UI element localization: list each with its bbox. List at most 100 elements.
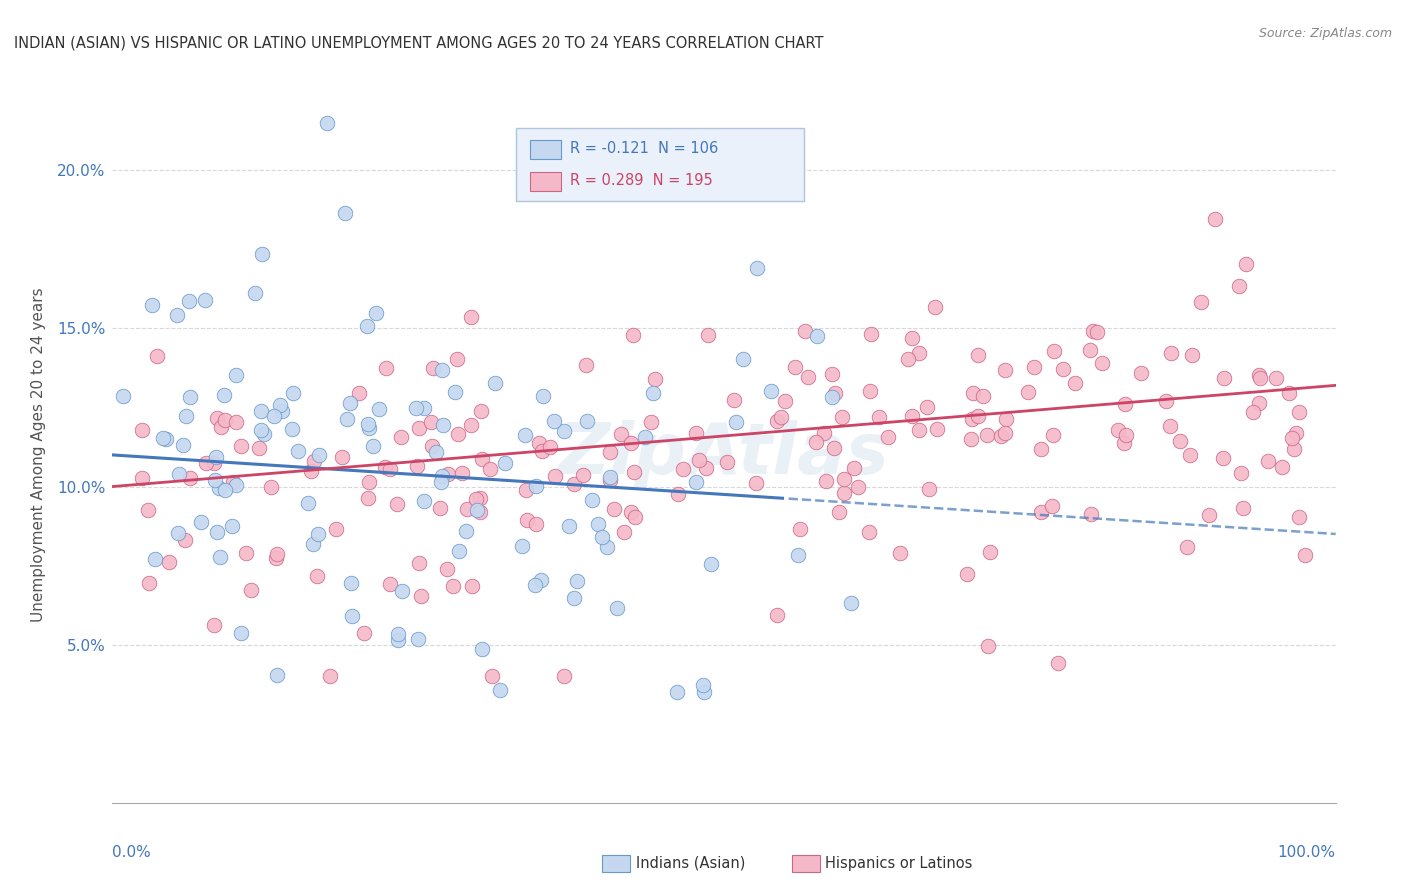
Point bbox=[977, 639, 1000, 653]
Point bbox=[599, 470, 621, 484]
Point bbox=[408, 556, 430, 570]
Point bbox=[716, 454, 738, 468]
Point bbox=[1154, 394, 1177, 409]
Point bbox=[253, 427, 276, 442]
Point bbox=[1247, 368, 1270, 383]
Point bbox=[225, 368, 247, 383]
Point bbox=[297, 496, 319, 510]
Point bbox=[281, 386, 304, 401]
Point bbox=[1294, 548, 1316, 562]
Point bbox=[412, 493, 434, 508]
Point bbox=[166, 526, 188, 541]
Point bbox=[430, 475, 453, 489]
Point bbox=[225, 415, 247, 429]
Point bbox=[444, 384, 467, 399]
Point bbox=[357, 491, 380, 506]
Point bbox=[623, 465, 645, 479]
Point bbox=[195, 456, 218, 470]
Point bbox=[446, 351, 468, 366]
Point bbox=[387, 632, 409, 647]
Point bbox=[897, 352, 920, 367]
Point bbox=[859, 384, 882, 399]
Point bbox=[962, 386, 984, 401]
Point bbox=[699, 557, 721, 571]
Point bbox=[374, 361, 396, 376]
Point bbox=[529, 436, 551, 450]
Point bbox=[524, 478, 547, 492]
Point bbox=[966, 348, 988, 362]
Point bbox=[976, 427, 998, 442]
Text: 0.0%: 0.0% bbox=[112, 845, 152, 860]
Point bbox=[287, 443, 309, 458]
Point bbox=[204, 474, 226, 488]
Point bbox=[1091, 356, 1114, 370]
Point bbox=[484, 376, 506, 390]
Point bbox=[634, 430, 657, 444]
Point bbox=[697, 327, 720, 342]
Point bbox=[166, 308, 188, 322]
Point bbox=[1271, 459, 1294, 474]
Point bbox=[243, 285, 266, 300]
Point bbox=[468, 505, 491, 519]
Point bbox=[408, 421, 430, 435]
Point bbox=[247, 441, 270, 455]
Point bbox=[131, 423, 153, 437]
Point bbox=[1281, 431, 1303, 445]
Point bbox=[624, 510, 647, 524]
Point bbox=[773, 394, 796, 409]
Point bbox=[924, 300, 946, 314]
Text: INDIAN (ASIAN) VS HISPANIC OR LATINO UNEMPLOYMENT AMONG AGES 20 TO 24 YEARS CORR: INDIAN (ASIAN) VS HISPANIC OR LATINO UNE… bbox=[14, 36, 824, 51]
Point bbox=[596, 540, 619, 554]
Point bbox=[1288, 405, 1310, 419]
Point bbox=[305, 569, 328, 583]
Point bbox=[1178, 448, 1201, 462]
Point bbox=[432, 418, 454, 433]
Point bbox=[333, 206, 356, 220]
Text: Source: ZipAtlas.com: Source: ZipAtlas.com bbox=[1258, 27, 1392, 40]
Point bbox=[249, 404, 271, 418]
Point bbox=[908, 346, 931, 360]
Point bbox=[666, 486, 689, 500]
Text: ZipAtlas: ZipAtlas bbox=[558, 420, 890, 490]
Point bbox=[330, 450, 353, 464]
Point bbox=[138, 503, 160, 517]
Point bbox=[167, 467, 190, 481]
Point bbox=[786, 549, 808, 563]
Point bbox=[430, 469, 453, 483]
Point bbox=[471, 452, 494, 467]
Point bbox=[264, 551, 287, 566]
Point bbox=[266, 547, 288, 561]
Point bbox=[842, 460, 865, 475]
Point bbox=[378, 462, 401, 476]
Point bbox=[471, 642, 494, 657]
Point bbox=[553, 669, 575, 683]
Point bbox=[1212, 371, 1234, 385]
Point bbox=[1078, 343, 1101, 358]
Point bbox=[1114, 397, 1136, 411]
Point bbox=[516, 513, 538, 527]
Point bbox=[613, 524, 636, 539]
Point bbox=[374, 460, 396, 475]
Point bbox=[225, 477, 247, 491]
Point bbox=[1227, 279, 1250, 293]
Point bbox=[387, 627, 409, 641]
Point bbox=[406, 632, 429, 646]
Point bbox=[308, 448, 330, 462]
Point bbox=[202, 456, 225, 470]
Point bbox=[141, 298, 163, 312]
Point bbox=[832, 485, 855, 500]
Point bbox=[353, 625, 375, 640]
Point bbox=[1175, 540, 1198, 554]
Point bbox=[231, 439, 253, 453]
Point bbox=[565, 574, 588, 588]
Point bbox=[1129, 366, 1152, 380]
Point bbox=[252, 247, 274, 261]
Point bbox=[640, 415, 662, 429]
Point bbox=[1232, 500, 1254, 515]
Point bbox=[868, 409, 890, 424]
Point bbox=[456, 502, 478, 516]
Point bbox=[208, 481, 231, 495]
Point bbox=[524, 578, 547, 592]
Point bbox=[336, 411, 359, 425]
Point bbox=[1046, 656, 1069, 670]
